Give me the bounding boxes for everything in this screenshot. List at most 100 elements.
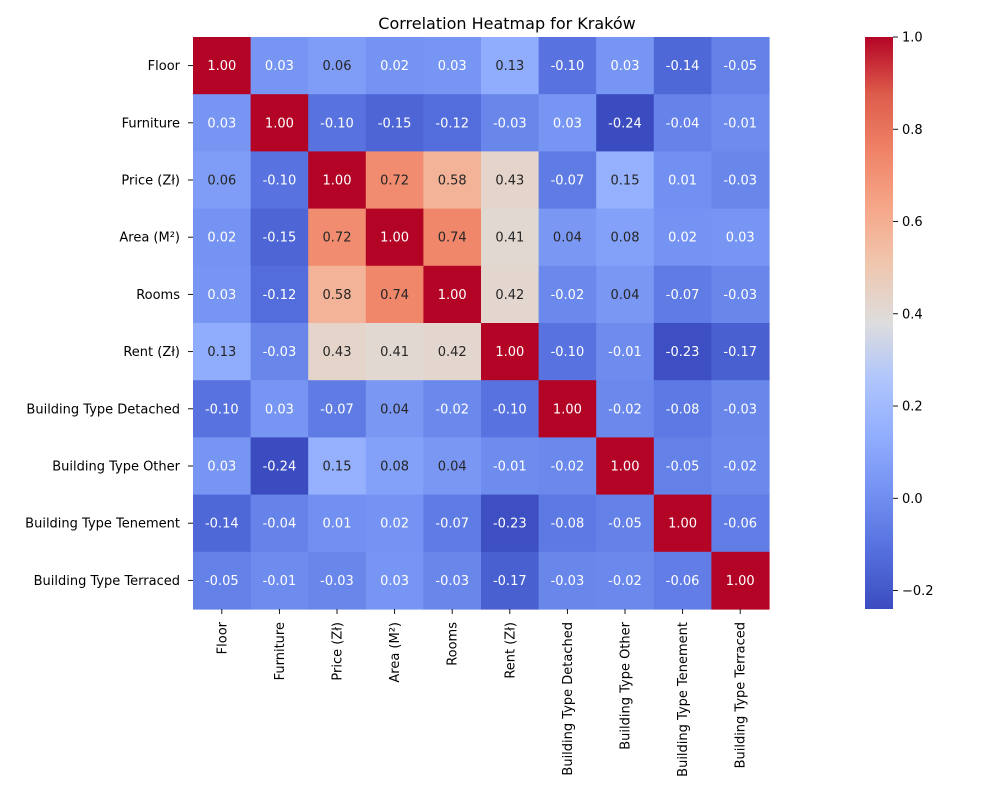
cell-value-label: -0.01 — [608, 345, 642, 360]
cell-value-label: -0.02 — [551, 460, 585, 475]
heatmap-cell — [308, 494, 367, 553]
cell-value-label: 0.02 — [207, 231, 236, 246]
heatmap-cell — [596, 151, 655, 210]
cell-value-label: 1.00 — [323, 174, 352, 189]
heatmap-cell — [481, 494, 540, 553]
cell-value-label: 0.03 — [265, 59, 294, 74]
heatmap-cell — [596, 494, 655, 553]
heatmap-cell — [538, 494, 597, 553]
cell-value-label: -0.05 — [608, 517, 642, 532]
heatmap-cell — [193, 551, 252, 610]
column-label-building-type-detached: Building Type Detached — [561, 622, 576, 776]
heatmap-cell — [653, 437, 712, 496]
cell-value-label: -0.10 — [493, 402, 527, 417]
heatmap-cell — [308, 380, 367, 438]
cell-value-label: 0.03 — [380, 574, 409, 589]
row-label-building-type-tenement: Building Type Tenement — [25, 517, 180, 532]
cell-value-label: 0.01 — [323, 517, 352, 532]
heatmap-cell — [653, 494, 712, 553]
heatmap-cell — [308, 265, 367, 324]
heatmap-cell — [193, 151, 252, 210]
cell-value-label: 0.04 — [380, 402, 409, 417]
heatmap-cells: 1.00 0.03 0.06 0.02 0.03 0.13 -0.10 0.03 -0.14 -0… — [193, 37, 770, 610]
cell-value-label: 0.03 — [553, 116, 582, 131]
column-label-floor: Floor — [215, 621, 230, 654]
heatmap-cell — [653, 265, 712, 324]
cell-value-label: 0.13 — [207, 345, 236, 360]
cell-value-label: 1.00 — [265, 116, 294, 131]
heatmap-cell — [250, 323, 309, 381]
cell-value-label: -0.17 — [493, 574, 527, 589]
heatmap-cell — [423, 151, 482, 210]
colorbar-tick-label: 0.2 — [902, 400, 923, 415]
cell-value-label: -0.02 — [435, 402, 469, 417]
heatmap-cell — [193, 94, 252, 152]
cell-value-label: -0.03 — [723, 402, 757, 417]
cell-value-label: 0.42 — [495, 288, 524, 303]
cell-value-label: 0.72 — [380, 174, 409, 189]
cell-value-label: -0.10 — [320, 116, 354, 131]
cell-value-label: 1.00 — [495, 345, 524, 360]
heatmap-cell — [653, 551, 712, 610]
heatmap-cell — [193, 494, 252, 553]
row-label-rooms: Rooms — [136, 288, 180, 303]
cell-value-label: -0.08 — [666, 402, 700, 417]
heatmap-cell — [538, 208, 597, 267]
heatmap-cell — [711, 494, 770, 553]
heatmap-cell — [481, 94, 540, 152]
column-label-area-m: Area (M²) — [388, 622, 403, 683]
heatmap-cell — [538, 151, 597, 210]
column-label-price-z: Price (Zł) — [331, 622, 346, 681]
column-label-rooms: Rooms — [446, 622, 461, 666]
cell-value-label: -0.15 — [263, 231, 297, 246]
heatmap-cell — [423, 323, 482, 381]
cell-value-label: -0.07 — [320, 402, 354, 417]
heatmap-cell — [596, 437, 655, 496]
colorbar-tick-label: 0.4 — [902, 307, 923, 322]
cell-value-label: -0.03 — [435, 574, 469, 589]
cell-value-label: 0.13 — [495, 59, 524, 74]
heatmap-cell — [365, 94, 424, 152]
cell-value-label: 0.03 — [207, 460, 236, 475]
heatmap-cell — [596, 380, 655, 438]
heatmap-cell — [481, 265, 540, 324]
heatmap-cell — [423, 208, 482, 267]
heatmap-cell — [365, 208, 424, 267]
row-label-price-z: Price (Zł) — [121, 174, 180, 189]
cell-value-label: -0.10 — [551, 345, 585, 360]
cell-value-label: -0.04 — [263, 517, 297, 532]
cell-value-label: 0.43 — [495, 174, 524, 189]
cell-value-label: -0.02 — [608, 402, 642, 417]
cell-value-label: 0.03 — [265, 402, 294, 417]
cell-value-label: -0.04 — [666, 116, 700, 131]
cell-value-label: 1.00 — [380, 231, 409, 246]
heatmap-cell — [423, 265, 482, 324]
column-label-rent-z: Rent (Zł) — [503, 622, 518, 679]
heatmap-cell — [365, 380, 424, 438]
cell-value-label: -0.03 — [263, 345, 297, 360]
heatmap-cell — [711, 151, 770, 210]
cell-value-label: 0.15 — [323, 460, 352, 475]
row-labels: Floor Furniture Price (Zł) Area (M²) Rooms Re… — [25, 59, 193, 589]
cell-value-label: -0.10 — [205, 402, 239, 417]
cell-value-label: 0.72 — [323, 231, 352, 246]
cell-value-label: -0.03 — [723, 174, 757, 189]
column-labels: Floor Furniture Price (Zł) Area (M²) Rooms Re… — [215, 609, 749, 777]
heatmap-cell — [711, 94, 770, 152]
cell-value-label: 0.04 — [553, 231, 582, 246]
heatmap-cell — [193, 437, 252, 496]
cell-value-label: -0.15 — [378, 116, 412, 131]
cell-value-label: 1.00 — [438, 288, 467, 303]
cell-value-label: -0.24 — [263, 460, 297, 475]
cell-value-label: 0.08 — [380, 460, 409, 475]
cell-value-label: 1.00 — [207, 59, 236, 74]
row-label-building-type-terraced: Building Type Terraced — [34, 574, 180, 589]
heatmap-cell — [365, 151, 424, 210]
cell-value-label: -0.07 — [551, 174, 585, 189]
cell-value-label: 0.02 — [380, 59, 409, 74]
heatmap-cell — [653, 323, 712, 381]
heatmap-cell — [365, 494, 424, 553]
cell-value-label: -0.01 — [263, 574, 297, 589]
heatmap-cell — [365, 37, 424, 95]
